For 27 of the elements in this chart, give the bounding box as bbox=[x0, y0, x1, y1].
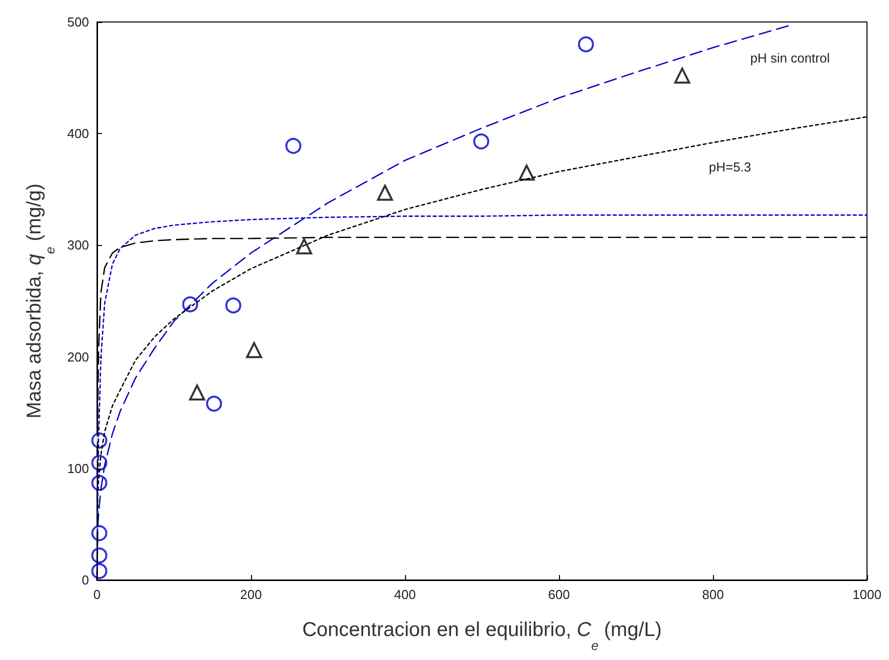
point bbox=[296, 238, 312, 254]
point bbox=[206, 396, 222, 412]
point bbox=[246, 342, 262, 358]
x-tick-label: 200 bbox=[240, 587, 262, 602]
x-tick-label: 600 bbox=[548, 587, 570, 602]
y-tick-label: 100 bbox=[67, 460, 89, 476]
x-axis-title: Concentracion en el equilibrio, Ce (mg/L) bbox=[302, 619, 662, 653]
y-tick-label: 0 bbox=[82, 572, 89, 588]
y-axis-title: Masa adsorbida, qe (mg/g) bbox=[23, 183, 58, 419]
x-tick-label: 400 bbox=[394, 587, 416, 602]
y-tick-label: 300 bbox=[67, 238, 89, 253]
point bbox=[376, 184, 393, 201]
point bbox=[189, 384, 206, 401]
point bbox=[674, 68, 690, 84]
y-tick-label: 200 bbox=[67, 349, 89, 364]
annotation: pH=5.3 bbox=[708, 160, 752, 174]
x-tick-label: 1000 bbox=[852, 587, 882, 602]
annotation: pH sin control bbox=[750, 50, 830, 66]
x-tick-label: 0 bbox=[93, 587, 101, 602]
y-tick-label: 500 bbox=[67, 14, 89, 30]
x-tick-label: 800 bbox=[702, 587, 724, 602]
point bbox=[285, 138, 302, 154]
point bbox=[225, 297, 242, 314]
point bbox=[473, 133, 490, 150]
point bbox=[518, 164, 535, 181]
y-tick-label: 400 bbox=[67, 126, 89, 142]
point bbox=[578, 36, 594, 52]
